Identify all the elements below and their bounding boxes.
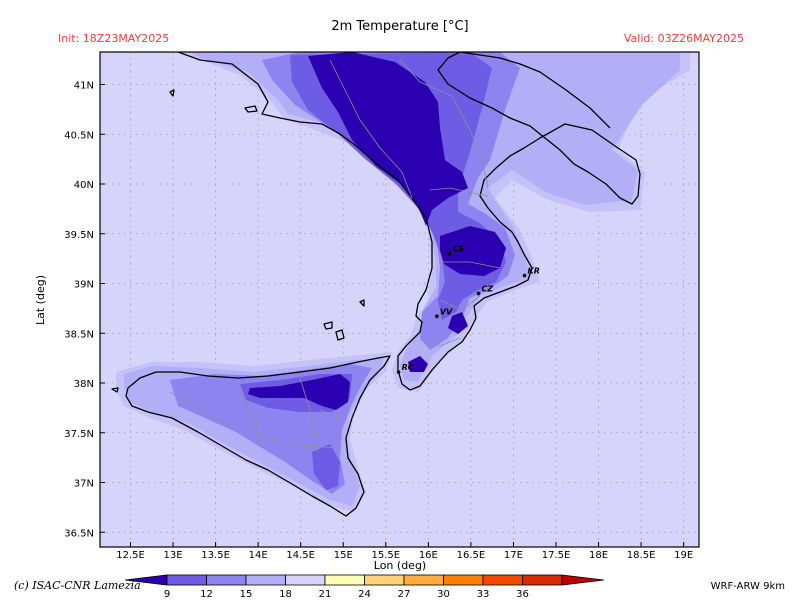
mainland-coldest-zone-serre <box>448 312 468 334</box>
lat-tick-label: 37.5N <box>64 429 94 440</box>
lat-tick-label: 38N <box>74 379 94 390</box>
coastline-mainland <box>177 52 641 391</box>
border-basilicata-calabria <box>429 187 489 197</box>
y-axis-label: Lat (deg) <box>34 275 47 325</box>
city-label-kr: KR <box>528 267 540 276</box>
lat-tick-label: 39N <box>74 280 94 291</box>
colorbar-swatch <box>324 574 365 586</box>
lon-tick-label: 13.5E <box>201 550 230 561</box>
city-marker-kr <box>522 273 527 278</box>
lon-tick-label: 12.5E <box>116 550 145 561</box>
lat-tick-label: 38.5N <box>64 329 94 340</box>
colorbar-swatch <box>482 574 523 586</box>
city-markers: CS KR CZ VV RC <box>396 245 540 374</box>
colorbar-swatch <box>166 574 207 586</box>
colorbar-label: 15 <box>240 589 253 600</box>
lon-tick-labels: 12.5E 13E 13.5E 14E 14.5E 15E 15.5E 16E 16.5E 17E… <box>116 542 693 561</box>
lon-tick-label: 16.5E <box>457 550 486 561</box>
colorbar-label: 21 <box>319 589 332 600</box>
lat-tick-label: 40.5N <box>64 130 94 141</box>
mainland-temperature-field <box>180 52 690 392</box>
valid-time-label: Valid: 03Z26MAY2025 <box>623 32 744 45</box>
model-label: WRF-ARW 9km <box>710 581 785 592</box>
colorbar-swatch <box>522 574 563 586</box>
sicily-temperature-field <box>116 352 392 512</box>
colorbar-high-arrow <box>561 574 605 586</box>
colorbar-swatch <box>285 574 326 586</box>
lat-tick-label: 39.5N <box>64 230 94 241</box>
lat-tick-label: 41N <box>74 81 94 92</box>
border-calabria-provinces <box>419 261 501 347</box>
coastline-sicily <box>125 355 391 517</box>
lon-tick-label: 14E <box>249 550 268 561</box>
colorbar-label: 18 <box>279 589 292 600</box>
colorbar-label: 27 <box>398 589 411 600</box>
coastline-capri <box>244 105 258 113</box>
lat-tick-labels: 41N 40.5N 40N 39.5N 39N 38.5N 38N 37.5N 37N 36.5N <box>64 81 105 539</box>
lon-tick-label: 18.5E <box>627 550 656 561</box>
lat-tick-label: 40N <box>74 180 94 191</box>
map-title: 2m Temperature [°C] <box>331 19 469 34</box>
coastlines <box>111 52 641 517</box>
lon-tick-label: 15.5E <box>372 550 401 561</box>
colorbar-label: 24 <box>358 589 371 600</box>
lon-tick-label: 14.5E <box>286 550 315 561</box>
colorbar-label: 36 <box>516 589 529 600</box>
lon-tick-label: 15E <box>334 550 353 561</box>
coastline-aeolian-lipari <box>335 329 345 341</box>
city-label-vv: VV <box>440 307 453 316</box>
city-label-cs: CS <box>453 245 465 254</box>
colorbar-swatch <box>403 574 444 586</box>
lon-tick-label: 18E <box>589 550 608 561</box>
regional-borders <box>169 59 501 453</box>
lat-tick-label: 37N <box>74 479 94 490</box>
coastline-ischia <box>169 89 175 97</box>
coastline-aeolian-salina <box>323 321 333 330</box>
plot-frame <box>99 51 700 548</box>
colorbar-swatch <box>206 574 247 586</box>
border-sicily-provinces <box>169 377 346 453</box>
credit-label: (c) ISAC-CNR Lamezia <box>14 579 141 592</box>
lon-tick-label: 16E <box>419 550 438 561</box>
city-marker-vv <box>435 314 439 319</box>
border-basilicata-puglia <box>399 59 489 189</box>
colorbar-label: 12 <box>200 589 213 600</box>
lon-tick-label: 17E <box>504 550 523 561</box>
colorbar-label: 9 <box>164 589 170 600</box>
colorbar-swatch <box>364 574 405 586</box>
colorbar-label: 33 <box>477 589 490 600</box>
lon-tick-label: 13E <box>164 550 183 561</box>
mainland-coldest-zone-aspromonte <box>408 356 428 372</box>
coastline-ustica <box>111 387 119 393</box>
x-axis-label: Lon (deg) <box>374 559 426 572</box>
sicily-coldest-zone <box>248 374 350 410</box>
coastline-stromboli <box>359 299 365 307</box>
mainland-coldest-zone-sila <box>440 226 506 276</box>
lat-tick-label: 36.5N <box>64 528 94 539</box>
colorbar: 9 12 15 18 21 24 27 30 33 36 <box>124 574 605 600</box>
colorbar-swatch <box>245 574 286 586</box>
city-marker-cs <box>447 251 452 256</box>
lon-tick-label: 17.5E <box>542 550 571 561</box>
city-label-cz: CZ <box>482 284 494 293</box>
city-marker-cz <box>476 291 481 296</box>
colorbar-swatch <box>443 574 484 586</box>
init-time-label: Init: 18Z23MAY2025 <box>58 32 170 45</box>
colorbar-label: 30 <box>437 589 450 600</box>
sicily-cold-zone-south <box>312 444 340 490</box>
lon-tick-label: 19E <box>674 550 693 561</box>
city-marker-rc <box>396 370 401 374</box>
city-label-rc: RC <box>402 363 414 372</box>
border-campania-basilicata <box>329 59 413 199</box>
